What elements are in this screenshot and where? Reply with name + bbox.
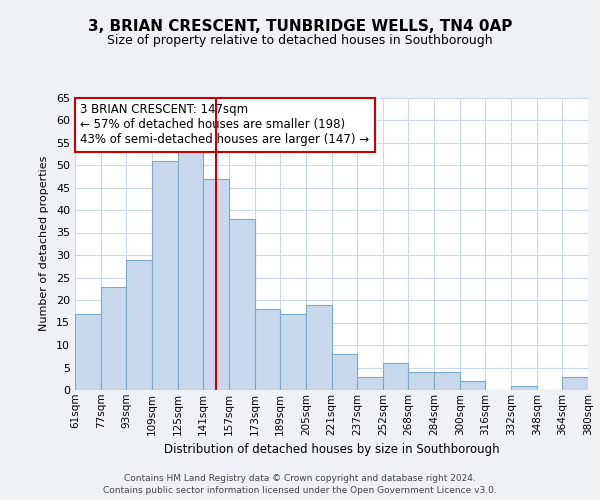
Bar <box>383 363 409 390</box>
Bar <box>101 286 127 390</box>
Bar <box>460 381 485 390</box>
Bar <box>280 314 306 390</box>
Bar <box>203 178 229 390</box>
Text: 3 BRIAN CRESCENT: 147sqm
← 57% of detached houses are smaller (198)
43% of semi-: 3 BRIAN CRESCENT: 147sqm ← 57% of detach… <box>80 104 369 146</box>
Bar <box>152 160 178 390</box>
Bar <box>229 219 254 390</box>
Text: Size of property relative to detached houses in Southborough: Size of property relative to detached ho… <box>107 34 493 47</box>
Bar <box>306 304 331 390</box>
Bar <box>75 314 101 390</box>
Bar <box>127 260 152 390</box>
Bar <box>562 376 588 390</box>
Y-axis label: Number of detached properties: Number of detached properties <box>39 156 49 332</box>
Text: Contains public sector information licensed under the Open Government Licence v3: Contains public sector information licen… <box>103 486 497 495</box>
Bar <box>409 372 434 390</box>
Text: Contains HM Land Registry data © Crown copyright and database right 2024.: Contains HM Land Registry data © Crown c… <box>124 474 476 483</box>
Text: 3, BRIAN CRESCENT, TUNBRIDGE WELLS, TN4 0AP: 3, BRIAN CRESCENT, TUNBRIDGE WELLS, TN4 … <box>88 19 512 34</box>
Bar <box>357 376 383 390</box>
Bar <box>254 309 280 390</box>
Bar <box>434 372 460 390</box>
Bar <box>331 354 357 390</box>
Bar <box>511 386 537 390</box>
Bar <box>178 147 203 390</box>
X-axis label: Distribution of detached houses by size in Southborough: Distribution of detached houses by size … <box>164 443 499 456</box>
